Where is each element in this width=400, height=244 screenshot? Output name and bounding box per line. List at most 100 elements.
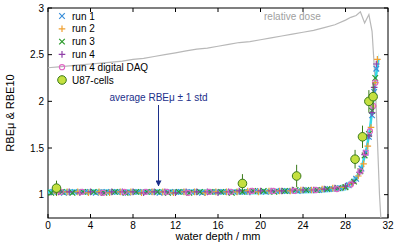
point <box>272 189 278 195</box>
x-tick <box>90 214 91 218</box>
x-tick <box>260 214 261 218</box>
point <box>348 182 353 187</box>
x-tick-top <box>388 8 389 12</box>
y-tick-label: 1 <box>38 189 44 200</box>
point <box>373 61 380 68</box>
point <box>122 189 127 194</box>
series-3 <box>55 61 379 196</box>
point <box>164 189 169 194</box>
point <box>236 188 243 195</box>
point <box>367 129 372 134</box>
series-1 <box>53 56 380 196</box>
x-tick-label: 4 <box>88 220 94 231</box>
legend: run 1run 2 run 3 run 4 run 4 digital DAQ U87… <box>58 11 149 86</box>
point <box>52 184 61 193</box>
x-tick-top <box>48 8 49 12</box>
x-tick <box>388 214 389 218</box>
point <box>374 56 381 63</box>
x-tick-label: 24 <box>297 220 309 231</box>
series-4 <box>58 80 378 195</box>
point <box>250 188 256 194</box>
y-tick-right <box>384 8 388 9</box>
x-tick-top <box>175 8 176 12</box>
plot-area <box>48 12 382 218</box>
point <box>108 189 115 196</box>
point <box>130 189 137 196</box>
legend-label: run 3 <box>72 36 95 47</box>
y-tick <box>48 8 52 9</box>
point <box>186 190 191 195</box>
point <box>218 189 224 195</box>
x-tick-label: 8 <box>130 220 136 231</box>
point <box>229 190 235 196</box>
point <box>358 133 367 142</box>
series-2 <box>48 75 378 195</box>
x-tick-top <box>133 8 134 12</box>
point <box>356 169 363 176</box>
point <box>358 169 364 175</box>
point <box>271 188 276 193</box>
legend-label: run 4 digital DAQ <box>72 62 148 73</box>
chart: 04812162024283211.522.53water depth / mm… <box>0 0 400 244</box>
y-tick-right <box>384 148 388 149</box>
y-axis-label: RBEμ & RBE10 <box>4 74 16 151</box>
point <box>70 190 76 196</box>
legend-label: U87-cells <box>72 75 114 86</box>
point <box>313 187 318 192</box>
point <box>369 109 376 116</box>
point <box>207 189 212 194</box>
y-tick-right <box>384 54 388 55</box>
point <box>351 155 360 164</box>
x-tick-top <box>218 8 219 12</box>
point <box>80 189 86 195</box>
y-tick-label: 3 <box>38 3 44 14</box>
point <box>79 189 84 194</box>
legend-label: run 2 <box>72 23 95 34</box>
x-axis-label: water depth / mm <box>175 230 261 242</box>
y-tick <box>48 54 52 55</box>
legend-label: run 4 <box>72 49 95 60</box>
point <box>123 190 129 196</box>
point <box>249 188 254 193</box>
point <box>176 189 182 195</box>
legend-marker <box>59 65 64 70</box>
x-tick-top <box>345 8 346 12</box>
point <box>144 189 150 195</box>
legend-marker <box>59 13 65 19</box>
series-5 <box>52 83 377 196</box>
point <box>193 189 200 196</box>
band-area <box>48 53 378 195</box>
point <box>278 188 285 195</box>
legend-marker <box>59 39 65 45</box>
point <box>257 188 264 195</box>
point <box>365 143 372 150</box>
x-tick <box>48 214 49 218</box>
y-tick <box>48 148 52 149</box>
point <box>292 172 301 181</box>
dose-line <box>48 12 382 218</box>
point <box>368 124 375 131</box>
y-tick-label: 1.5 <box>30 143 44 154</box>
point <box>238 179 247 188</box>
x-tick <box>175 214 176 218</box>
point <box>363 150 368 155</box>
point <box>334 186 339 191</box>
x-tick-label: 28 <box>340 220 352 231</box>
x-tick <box>133 214 134 218</box>
point <box>187 190 193 196</box>
y-tick-label: 2.5 <box>30 49 44 60</box>
point <box>87 189 94 196</box>
x-tick <box>303 214 304 218</box>
point <box>358 169 363 174</box>
point <box>321 186 328 193</box>
point <box>369 92 378 101</box>
y-tick-right <box>384 194 388 195</box>
series-0 <box>51 66 380 196</box>
point <box>292 188 297 193</box>
point <box>151 189 158 196</box>
annotation-arrow <box>158 105 159 186</box>
point <box>215 190 222 197</box>
x-tick-top <box>260 8 261 12</box>
legend-label: run 1 <box>72 11 95 22</box>
point <box>101 190 106 195</box>
